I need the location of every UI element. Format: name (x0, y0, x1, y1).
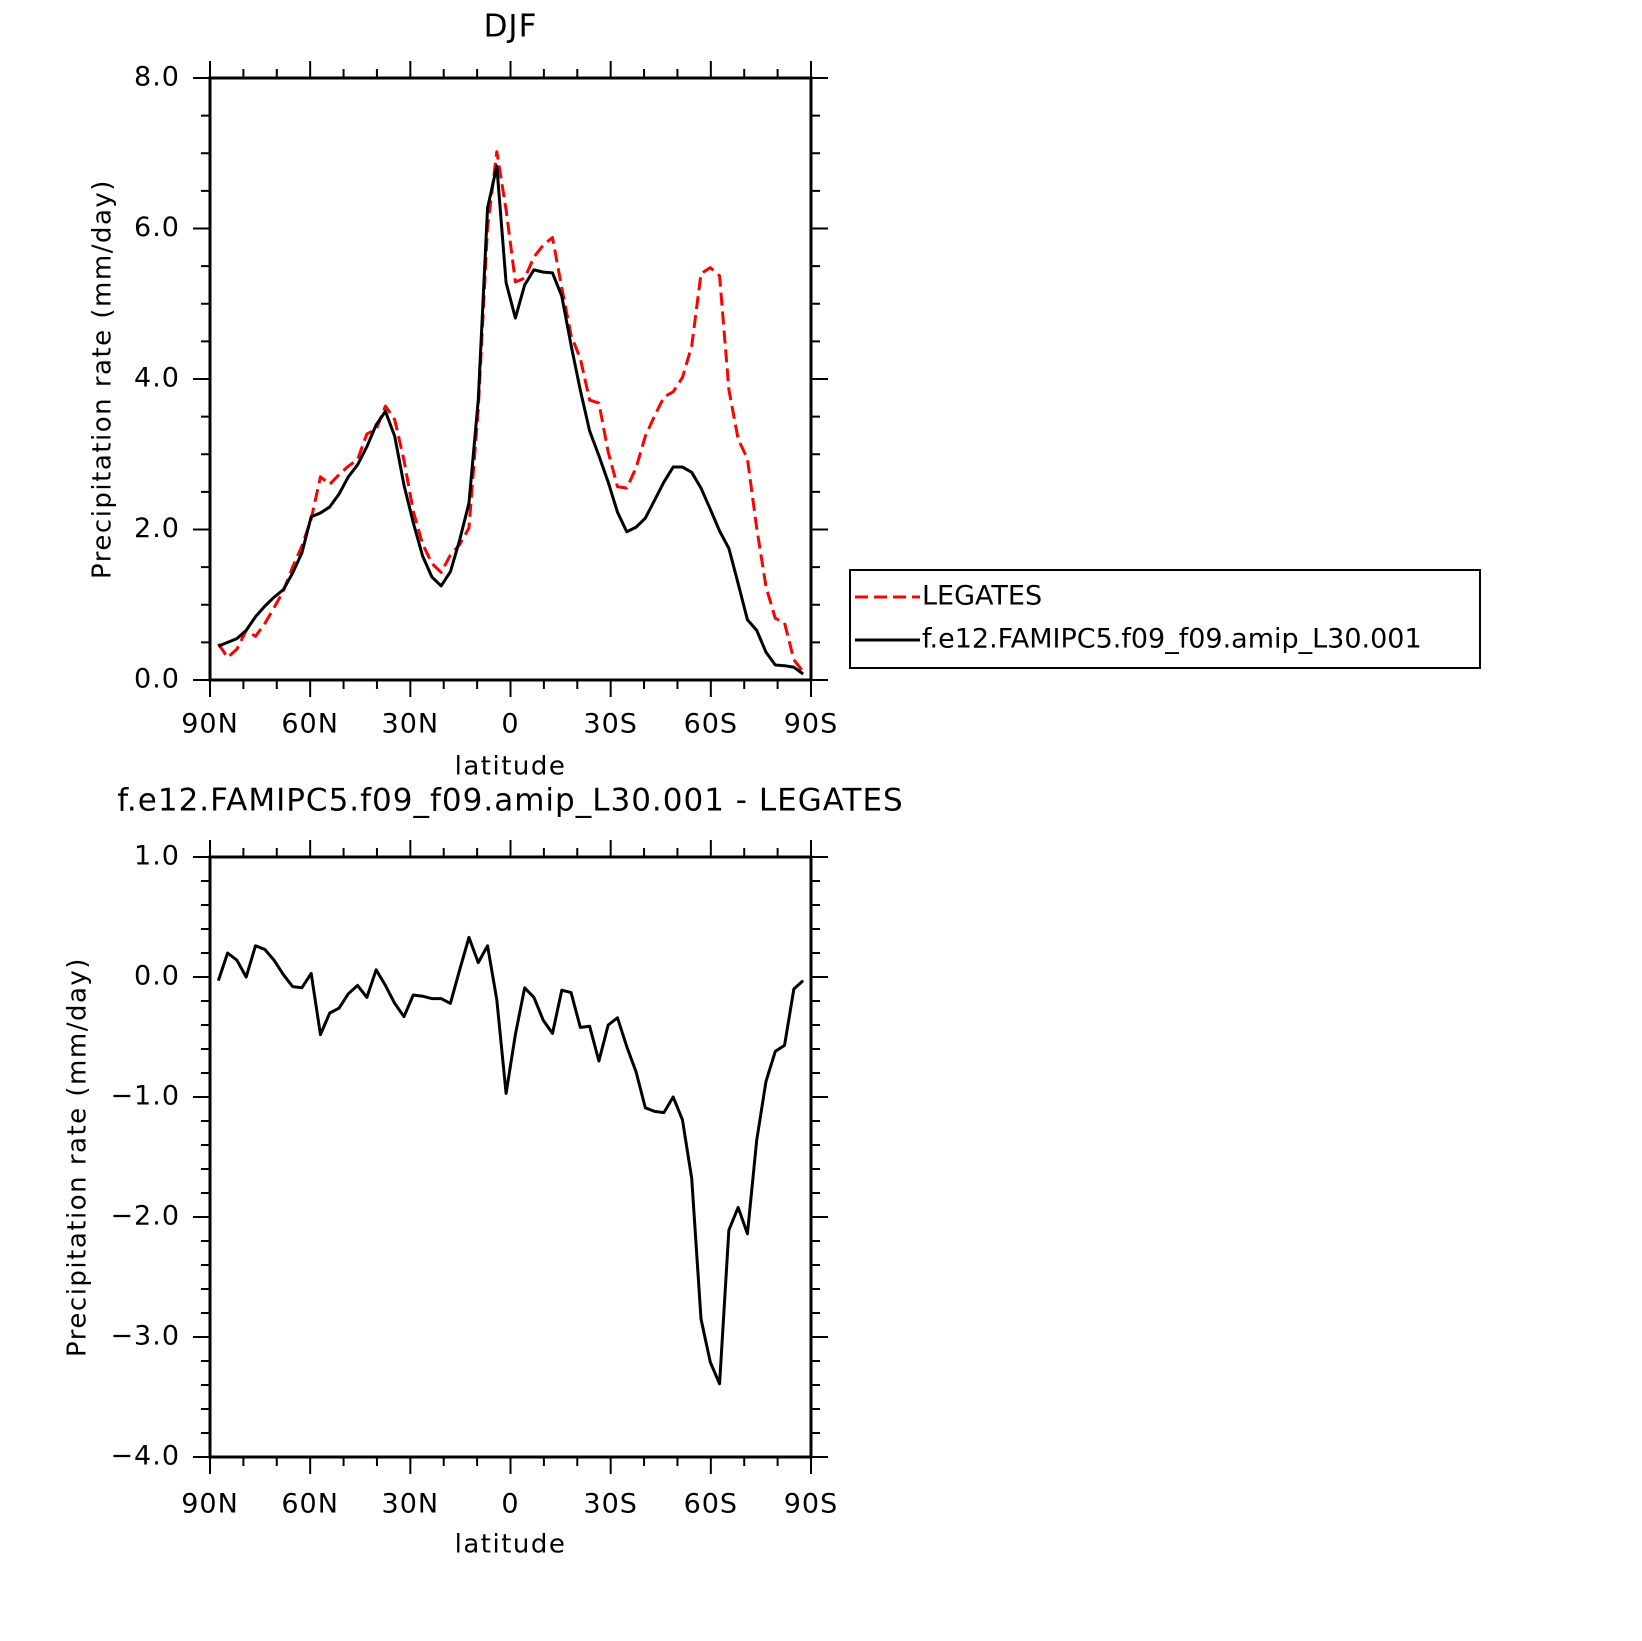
x-tick-label: 30S (583, 1489, 638, 1520)
x-tick-label: 60S (684, 1489, 739, 1520)
x-axis-label: latitude (455, 752, 567, 782)
x-tick-label: 0 (501, 709, 519, 740)
x-tick-label: 30N (382, 1489, 440, 1520)
plot-frame (208, 855, 813, 1459)
y-tick-label: 0.0 (134, 664, 180, 695)
y-tick-label: 2.0 (134, 513, 180, 544)
y-tick-label: 6.0 (134, 212, 180, 243)
series-line (217, 164, 805, 676)
x-tick-label: 30N (382, 709, 440, 740)
y-tick-label: −1.0 (110, 1081, 180, 1112)
chart-title: f.e12.FAMIPC5.f09_f09.amip_L30.001 - LEG… (117, 783, 903, 819)
legend-box (849, 569, 1481, 669)
y-tick-label: −4.0 (110, 1441, 180, 1472)
series-line (217, 150, 805, 673)
chart-title: DJF (484, 9, 538, 45)
y-tick-label: −2.0 (110, 1201, 180, 1232)
x-tick-label: 90S (784, 1489, 839, 1520)
y-tick-label: 4.0 (134, 363, 180, 394)
y-tick-label: 0.0 (134, 961, 180, 992)
y-tick-label: 8.0 (134, 62, 180, 93)
x-tick-label: 30S (583, 709, 638, 740)
y-tick-label: −3.0 (110, 1321, 180, 1352)
x-tick-label: 60S (684, 709, 739, 740)
legend-label: f.e12.FAMIPC5.f09_f09.amip_L30.001 (922, 624, 1422, 655)
x-tick-label: 90S (784, 709, 839, 740)
x-tick-label: 60N (281, 709, 339, 740)
series-line (216, 935, 805, 1386)
plot-frame (208, 76, 813, 682)
y-axis-label: Precipitation rate (mm/day) (88, 179, 118, 579)
legend-label: LEGATES (922, 581, 1042, 612)
x-tick-label: 90N (181, 709, 239, 740)
x-tick-label: 90N (181, 1489, 239, 1520)
x-axis-label: latitude (455, 1530, 567, 1560)
x-tick-label: 60N (281, 1489, 339, 1520)
y-axis-label: Precipitation rate (mm/day) (63, 957, 93, 1357)
y-tick-label: 1.0 (134, 841, 180, 872)
x-tick-label: 0 (501, 1489, 519, 1520)
